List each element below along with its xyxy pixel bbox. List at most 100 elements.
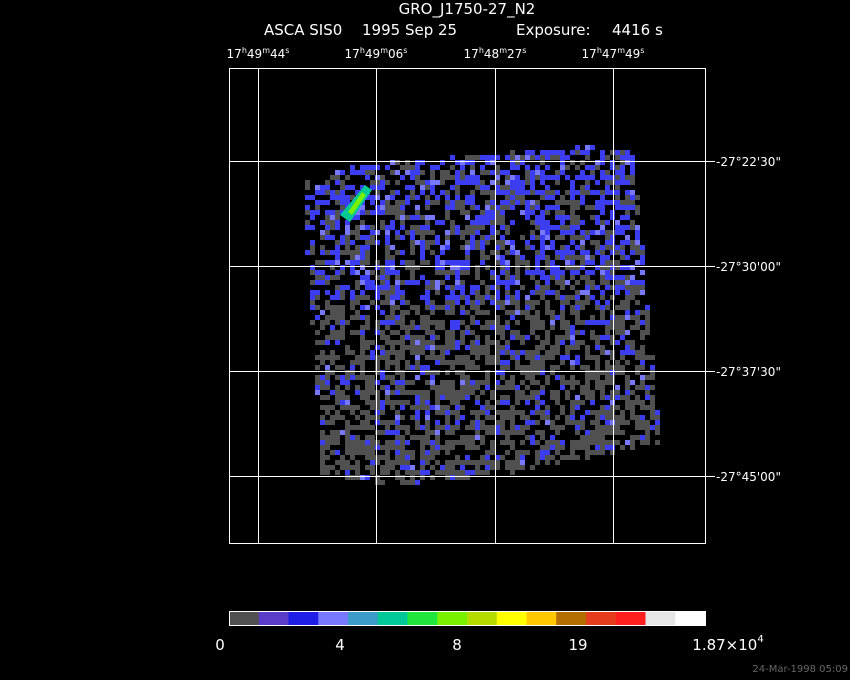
pixel — [530, 210, 535, 215]
pixel — [500, 410, 505, 415]
pixel — [605, 405, 610, 410]
pixel — [340, 415, 345, 420]
pixel — [635, 350, 640, 355]
pixel — [535, 170, 540, 175]
pixel — [375, 365, 380, 370]
pixel — [355, 235, 360, 240]
pixel — [380, 320, 385, 325]
pixel — [495, 280, 500, 285]
pixel — [470, 300, 475, 305]
pixel — [320, 360, 325, 365]
pixel — [405, 345, 410, 350]
pixel — [600, 250, 605, 255]
pixel — [450, 265, 455, 270]
pixel — [315, 275, 320, 280]
pixel — [585, 190, 590, 195]
pixel — [490, 360, 495, 365]
pixel — [555, 190, 560, 195]
pixel — [360, 290, 365, 295]
pixel — [585, 385, 590, 390]
pixel — [630, 405, 635, 410]
pixel — [355, 300, 360, 305]
pixel — [415, 390, 420, 395]
pixel — [570, 405, 575, 410]
pixel — [465, 470, 470, 475]
pixel — [460, 470, 465, 475]
pixel — [600, 155, 605, 160]
pixel — [495, 385, 500, 390]
pixel — [625, 225, 630, 230]
pixel — [500, 300, 505, 305]
pixel — [470, 330, 475, 335]
pixel — [620, 315, 625, 320]
pixel — [610, 200, 615, 205]
pixel — [510, 425, 515, 430]
pixel — [380, 355, 385, 360]
pixel — [345, 245, 350, 250]
pixel — [640, 335, 645, 340]
pixel — [350, 330, 355, 335]
pixel — [480, 280, 485, 285]
pixel — [465, 310, 470, 315]
pixel — [320, 395, 325, 400]
pixel — [395, 215, 400, 220]
pixel — [365, 195, 370, 200]
pixel — [575, 430, 580, 435]
pixel — [395, 205, 400, 210]
pixel — [470, 365, 475, 370]
pixel — [420, 370, 425, 375]
pixel — [310, 300, 315, 305]
pixel — [585, 395, 590, 400]
pixel — [630, 350, 635, 355]
pixel — [595, 430, 600, 435]
pixel — [315, 375, 320, 380]
pixel — [370, 440, 375, 445]
pixel — [515, 295, 520, 300]
pixel — [475, 320, 480, 325]
pixel — [555, 460, 560, 465]
pixel — [585, 375, 590, 380]
dec-label: -27°37'30" — [716, 365, 781, 379]
pixel — [480, 420, 485, 425]
pixel — [460, 380, 465, 385]
pixel — [540, 250, 545, 255]
pixel — [560, 160, 565, 165]
pixel — [420, 445, 425, 450]
pixel — [485, 460, 490, 465]
pixel — [585, 295, 590, 300]
pixel — [460, 435, 465, 440]
pixel — [510, 310, 515, 315]
pixel — [580, 275, 585, 280]
pixel — [630, 245, 635, 250]
pixel — [475, 365, 480, 370]
pixel — [560, 380, 565, 385]
pixel — [415, 325, 420, 330]
pixel — [480, 185, 485, 190]
pixel — [540, 400, 545, 405]
pixel — [610, 165, 615, 170]
pixel — [365, 340, 370, 345]
pixel — [345, 470, 350, 475]
pixel — [580, 185, 585, 190]
pixel — [345, 260, 350, 265]
pixel — [410, 240, 415, 245]
pixel — [390, 430, 395, 435]
pixel — [465, 385, 470, 390]
pixel — [440, 250, 445, 255]
pixel — [330, 330, 335, 335]
pixel — [440, 260, 445, 265]
pixel — [535, 365, 540, 370]
pixel — [360, 355, 365, 360]
pixel — [390, 420, 395, 425]
pixel — [580, 195, 585, 200]
pixel — [355, 450, 360, 455]
pixel — [315, 200, 320, 205]
pixel — [350, 375, 355, 380]
pixel — [545, 165, 550, 170]
pixel — [470, 390, 475, 395]
pixel — [540, 365, 545, 370]
pixel — [325, 210, 330, 215]
pixel — [475, 305, 480, 310]
pixel — [545, 420, 550, 425]
pixel — [585, 445, 590, 450]
